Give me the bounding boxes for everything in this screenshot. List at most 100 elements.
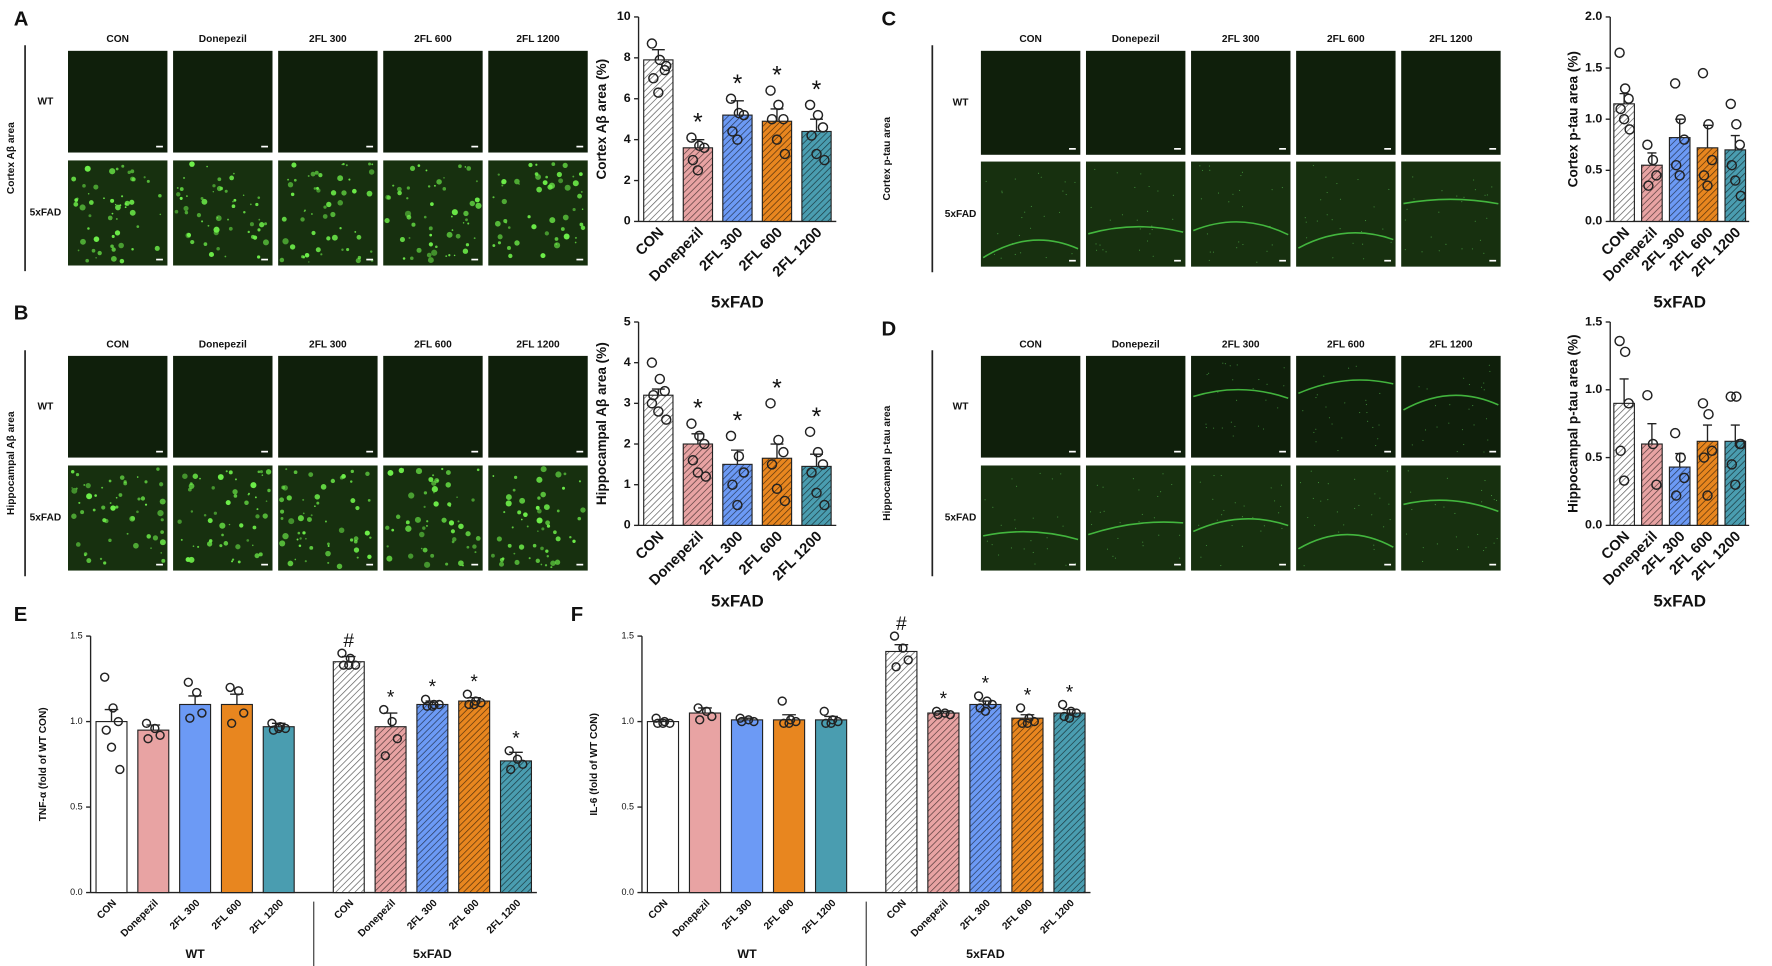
- plaque: [443, 177, 445, 179]
- tau-dot: [1208, 165, 1210, 167]
- plaque: [330, 211, 336, 218]
- tau-dot: [1338, 531, 1340, 533]
- plaque: [289, 244, 296, 250]
- plaque: [223, 541, 229, 546]
- tau-dot: [1018, 234, 1020, 237]
- tau-dot: [1095, 243, 1097, 245]
- plaque: [143, 176, 146, 179]
- tau-dot: [1303, 565, 1305, 567]
- x-tick-label: CON: [633, 225, 667, 259]
- tau-dot: [1456, 195, 1458, 197]
- plaque: [560, 227, 565, 231]
- data-point: [191, 687, 202, 698]
- plaque: [216, 246, 220, 251]
- plaque: [242, 194, 245, 197]
- bar: [1724, 440, 1747, 526]
- tau-dot: [1134, 186, 1136, 189]
- x-tick-label: Donepezil: [119, 898, 161, 940]
- plaque: [578, 480, 581, 483]
- data-point: [738, 109, 750, 121]
- image-row-label: WT: [953, 98, 970, 109]
- plaque: [258, 218, 261, 221]
- tau-dot: [1148, 185, 1150, 188]
- tau-dot: [1090, 206, 1092, 209]
- plaque: [158, 193, 162, 198]
- data-point: [725, 430, 737, 442]
- tau-dot: [1365, 404, 1368, 406]
- plaque: [304, 560, 307, 563]
- tau-dot: [1224, 363, 1226, 365]
- tau-dot: [1257, 425, 1260, 427]
- data-point: [648, 73, 659, 84]
- plaque: [73, 201, 79, 207]
- plaque: [458, 560, 464, 567]
- data-point: [226, 718, 237, 728]
- x-tick-label: CON: [647, 898, 671, 922]
- plaque: [511, 526, 514, 529]
- plaque: [232, 489, 238, 495]
- plaque: [159, 539, 166, 546]
- data-point: [940, 708, 950, 718]
- tau-dot: [1241, 206, 1244, 208]
- micrograph: [980, 465, 1081, 571]
- plaque: [536, 186, 543, 193]
- data-point: [476, 698, 486, 708]
- plaque: [314, 505, 316, 508]
- panel-letter: F: [571, 604, 583, 626]
- bar: [646, 721, 680, 894]
- plaque: [549, 217, 556, 224]
- bar: [761, 120, 793, 223]
- micrograph: [1191, 355, 1291, 458]
- bar: [137, 729, 170, 894]
- data-point: [694, 140, 705, 152]
- image-column-label: CON: [106, 339, 129, 350]
- plaque: [577, 516, 582, 521]
- plaque: [542, 180, 548, 186]
- bar: [682, 443, 714, 526]
- plaque: [572, 207, 576, 212]
- tau-dot: [1121, 214, 1124, 216]
- tau-dot: [1114, 557, 1117, 559]
- plaque: [327, 561, 330, 564]
- plaque: [146, 179, 150, 183]
- tau-dot: [1307, 516, 1309, 519]
- tau-dot: [1332, 257, 1334, 259]
- micrograph: [1085, 355, 1186, 458]
- tau-dot: [1486, 217, 1488, 219]
- tau-dot: [1208, 259, 1210, 261]
- tau-dot: [1232, 435, 1234, 437]
- tau-dot: [1480, 386, 1483, 388]
- plaque: [189, 161, 195, 167]
- tau-dot: [1200, 198, 1202, 200]
- data-point: [225, 682, 235, 693]
- data-point: [392, 733, 403, 744]
- plaque: [430, 202, 434, 206]
- image-side-label: Cortex Aβ area: [6, 122, 17, 194]
- plaque: [231, 558, 235, 561]
- tau-streak: [982, 239, 1079, 259]
- tau-dot: [1000, 257, 1002, 259]
- plaque: [249, 222, 254, 227]
- plaque: [114, 203, 117, 206]
- plaque: [353, 536, 359, 541]
- plaque: [136, 510, 139, 514]
- data-point: [427, 701, 438, 711]
- tau-dot: [1217, 192, 1220, 194]
- data-point: [380, 751, 391, 761]
- plaque: [176, 192, 181, 197]
- plaque: [192, 545, 195, 548]
- plaque: [553, 530, 557, 535]
- plaque: [449, 504, 452, 507]
- tau-dot: [1483, 451, 1485, 453]
- plaque: [337, 200, 344, 206]
- data-point: [821, 718, 831, 728]
- image-side-label: Hippocampal Aβ area: [6, 411, 17, 515]
- plaque: [556, 509, 560, 513]
- plaque: [540, 253, 546, 259]
- tau-dot: [1363, 258, 1365, 260]
- plaque: [472, 544, 477, 549]
- tau-dot: [1039, 472, 1041, 474]
- scale-bar: [1174, 148, 1181, 150]
- tau-dot: [1493, 542, 1495, 544]
- plaque: [431, 480, 437, 486]
